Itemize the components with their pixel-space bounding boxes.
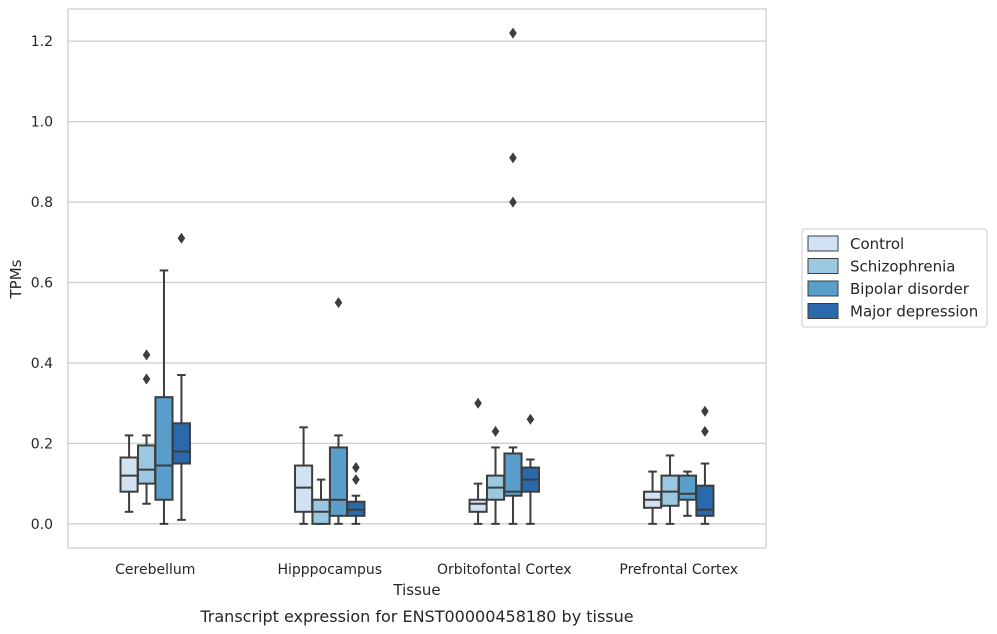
box-iqr [171, 422, 191, 465]
outlier-point [334, 297, 343, 309]
outlier-point [509, 152, 517, 164]
box-3-0 [643, 470, 663, 525]
outlier-point [177, 232, 186, 244]
y-tick-label: 0.6 [31, 276, 53, 292]
y-tick-label: 0.8 [31, 195, 53, 211]
box-0-3 [171, 232, 191, 521]
legend-frame [801, 228, 988, 328]
legend-swatch [807, 303, 839, 319]
box-0-2 [154, 269, 174, 525]
y-tick-label: 0.0 [31, 517, 53, 533]
legend-swatch [807, 280, 839, 297]
outlier-point [509, 27, 517, 39]
box-iqr [695, 484, 715, 517]
outlier-point [701, 405, 709, 417]
box-3-3 [695, 405, 715, 525]
legend-swatch [807, 258, 839, 274]
box-1-2 [328, 297, 349, 525]
box-iqr [468, 498, 488, 513]
box-iqr [660, 474, 680, 507]
y-tick-label: 1.2 [31, 34, 53, 50]
legend-label: Bipolar disorder [850, 280, 970, 298]
box-2-2 [503, 27, 523, 525]
box-2-0 [468, 397, 488, 525]
outlier-point [491, 425, 500, 437]
outlier-point [142, 349, 151, 361]
boxes [119, 27, 715, 525]
box-3-2 [677, 470, 698, 517]
y-tick-label: 0.2 [31, 436, 53, 452]
legend: Control Schizophrenia Bipolar disorder Majo… [801, 228, 988, 328]
box-iqr [119, 456, 139, 493]
legend-label: Schizophrenia [850, 258, 955, 276]
box-iqr [328, 446, 349, 517]
outlier-point [474, 397, 482, 409]
box-iqr [677, 474, 698, 501]
legend-label: Control [850, 235, 904, 253]
x-tick-label: Hipppocampus [277, 562, 382, 578]
x-tick-label: Cerebellum [115, 562, 195, 578]
chart-caption: Transcript expression for ENST0000045818… [199, 607, 633, 626]
legend-swatch [807, 235, 839, 252]
y-tick-labels: 0.0 0.2 0.4 0.6 0.8 1.0 1.2 [31, 34, 53, 533]
box-1-3 [346, 462, 366, 525]
y-axis-label: TPMs [7, 259, 25, 299]
outlier-point [142, 373, 151, 385]
y-tick-label: 1.0 [31, 115, 53, 131]
legend-label: Major depression [850, 303, 978, 321]
box-2-3 [520, 413, 540, 525]
box-iqr [346, 500, 366, 517]
box-iqr [294, 464, 314, 513]
outlier-point [526, 413, 535, 425]
box-1-0 [294, 426, 314, 525]
box-iqr [503, 452, 523, 497]
x-axis-label: Tissue [392, 581, 440, 599]
outlier-point [701, 425, 709, 437]
x-tick-labels: Cerebellum Hipppocampus Orbitofontal Corte… [115, 562, 738, 578]
box-iqr [154, 396, 174, 501]
plot-frame [67, 8, 767, 549]
outlier-point [352, 474, 360, 486]
x-tick-label: Prefrontal Cortex [619, 562, 738, 578]
box-0-0 [119, 434, 139, 513]
outlier-point [352, 462, 360, 474]
y-tick-label: 0.4 [31, 356, 53, 372]
box-iqr [136, 444, 157, 485]
x-tick-label: Orbitofontal Cortex [437, 562, 572, 578]
outlier-point [509, 196, 517, 208]
